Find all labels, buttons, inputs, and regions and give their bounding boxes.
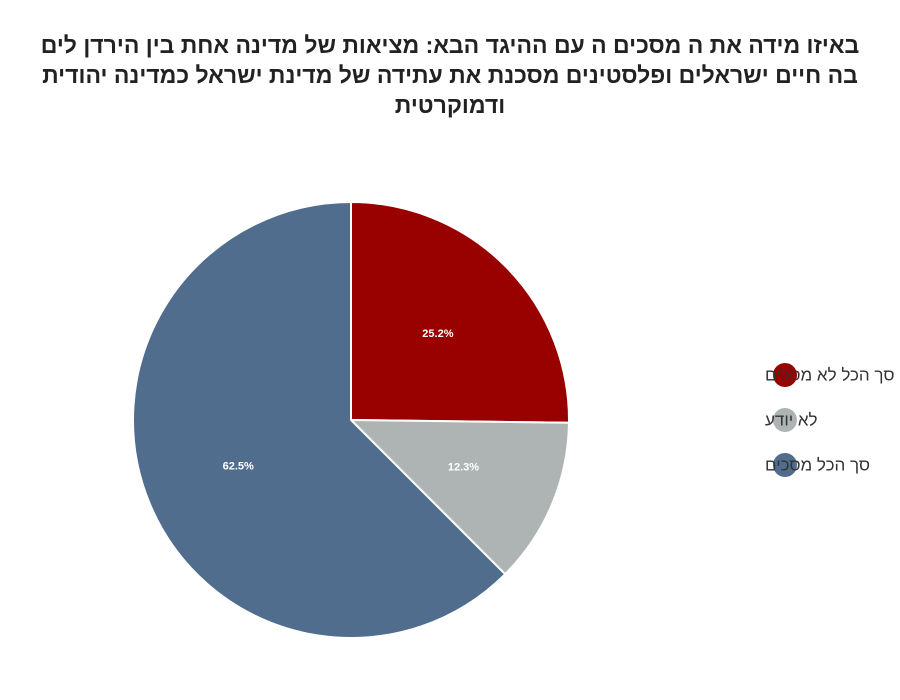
slice-labels: 25.2% 12.3% 62.5%	[223, 328, 480, 473]
legend-item-3: סך הכל מסכים	[765, 453, 870, 477]
legend-label-2: לא יודע	[765, 410, 818, 429]
slice-label-1: 25.2%	[422, 328, 453, 340]
pie-slices	[132, 201, 570, 639]
legend-label-3: סך הכל מסכים	[765, 455, 870, 474]
slice-label-3: 62.5%	[223, 461, 254, 473]
chart-title: באיזו מידה את ה מסכים ה עם ההיגד הבא: מצ…	[40, 32, 860, 118]
pie-slice-1	[350, 201, 570, 424]
legend-item-2: לא יודע	[765, 408, 818, 432]
legend-marker-3	[773, 453, 797, 477]
legend-marker-2	[773, 408, 797, 432]
legend-marker-1	[773, 363, 797, 387]
slice-label-2: 12.3%	[448, 461, 479, 473]
pie-slice-2	[350, 419, 570, 576]
legend-label-1: סך הכל לא מסכים	[765, 365, 894, 384]
pie-slice-3	[132, 201, 507, 639]
legend-item-1: סך הכל לא מסכים	[765, 363, 894, 387]
legend: סך הכל לא מסכים לא יודע סך הכל מסכים	[765, 363, 894, 477]
